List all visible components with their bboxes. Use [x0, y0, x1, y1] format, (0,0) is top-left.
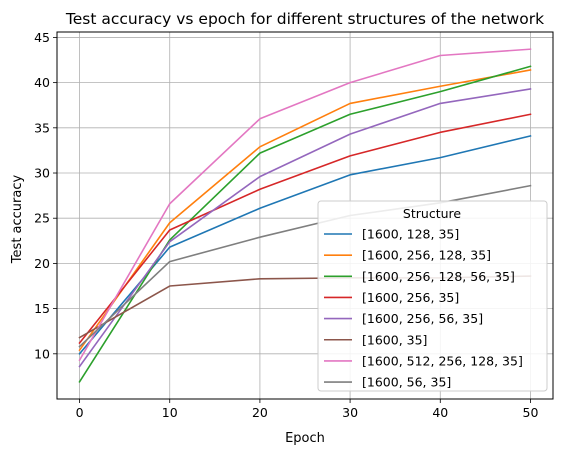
series-line-7: [78, 48, 532, 362]
series-line-5: [78, 88, 532, 368]
x-tick-label: 0: [76, 405, 84, 420]
legend-item: [1600, 256, 35]: [324, 290, 459, 305]
legend-title: Structure: [403, 206, 461, 221]
legend-item: [1600, 256, 56, 35]: [324, 311, 483, 326]
legend-item: [1600, 35]: [324, 332, 427, 347]
legend-label: [1600, 256, 128, 56, 35]: [362, 269, 515, 284]
legend-label: [1600, 35]: [362, 332, 427, 347]
y-tick-label: 25: [34, 211, 50, 226]
y-tick-label: 30: [34, 166, 50, 181]
legend-item: [1600, 256, 128, 56, 35]: [324, 269, 515, 284]
legend-label: [1600, 56, 35]: [362, 375, 451, 390]
x-axis-label: Epoch: [285, 431, 325, 446]
x-tick-label: 40: [432, 405, 448, 420]
series-line-2: [78, 69, 532, 352]
legend-label: [1600, 128, 35]: [362, 227, 459, 242]
y-tick-label: 40: [34, 75, 50, 90]
plot-area-frame: [56, 31, 554, 400]
y-axis-label: Test accuracy: [10, 175, 25, 265]
legend-label: [1600, 256, 128, 35]: [362, 248, 491, 263]
x-tick-label: 30: [342, 405, 358, 420]
x-tick-label: 20: [252, 405, 268, 420]
y-tick-label: 35: [34, 120, 50, 135]
x-tick-label: 50: [523, 405, 539, 420]
legend: Structure [1600, 128, 35] [1600, 256, 128…: [317, 200, 548, 392]
legend-label: [1600, 256, 35]: [362, 290, 459, 305]
legend-item: [1600, 128, 35]: [324, 227, 459, 242]
legend-items: [1600, 128, 35] [1600, 256, 128, 35] [1600…: [324, 227, 523, 390]
legend-label: [1600, 256, 56, 35]: [362, 311, 483, 326]
legend-label: [1600, 512, 256, 128, 35]: [362, 353, 523, 368]
x-axis-ticks: 0 10 20 30 40 50: [76, 399, 539, 420]
y-axis-ticks: 10 15 20 25 30 35 40 45: [34, 30, 57, 361]
legend-box: [317, 200, 548, 392]
legend-item: [1600, 256, 128, 35]: [324, 248, 491, 263]
legend-item: [1600, 512, 256, 128, 35]: [324, 353, 523, 368]
x-tick-label: 10: [162, 405, 178, 420]
y-tick-label: 20: [34, 256, 50, 271]
y-tick-label: 45: [34, 30, 50, 45]
chart-title: Test accuracy vs epoch for different str…: [65, 10, 544, 28]
series-line-8: [78, 184, 532, 348]
series-line-4: [78, 113, 532, 345]
y-tick-label: 10: [34, 346, 50, 361]
y-tick-label: 15: [34, 301, 50, 316]
legend-item: [1600, 56, 35]: [324, 375, 451, 390]
